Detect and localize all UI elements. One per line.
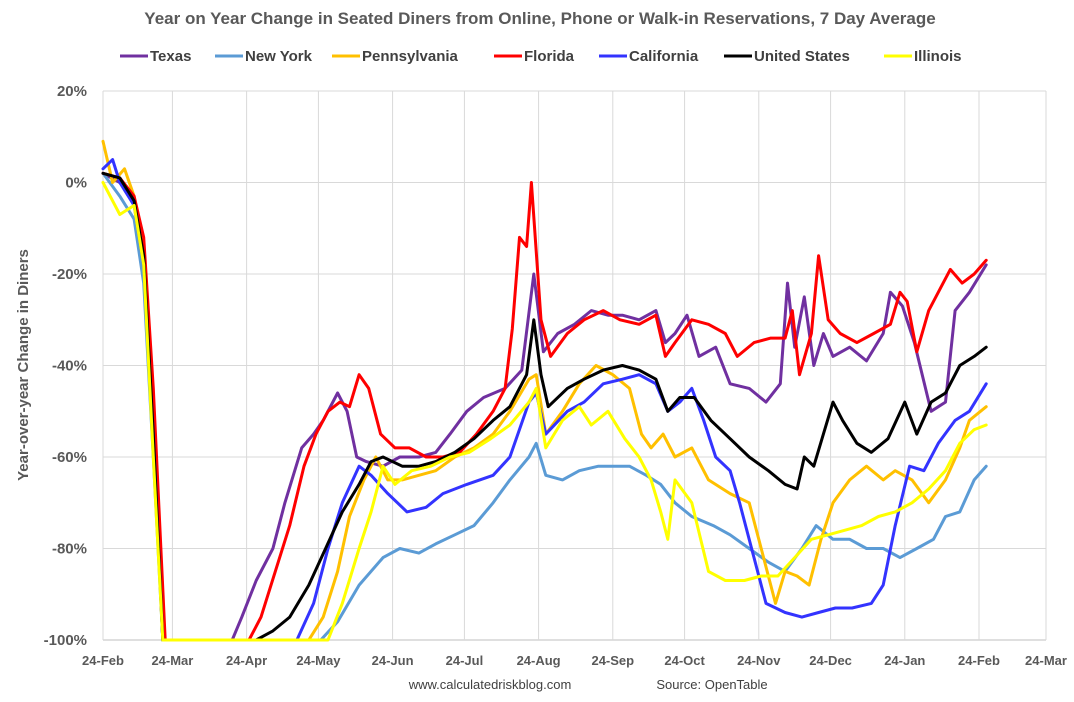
series-lines [101, 139, 988, 642]
series-line-illinois [101, 181, 988, 642]
series-line-texas [101, 171, 988, 642]
x-tick-label: 24-Jan [884, 653, 925, 668]
y-tick-label: -40% [52, 358, 87, 375]
y-tick-label: 20% [57, 83, 87, 100]
y-tick-label: 0% [65, 175, 87, 192]
series-line-florida [101, 171, 988, 642]
x-tick-label: 24-May [296, 653, 341, 668]
y-axis: 20% 0% -20% -40% -60% -80% -100% [44, 83, 87, 649]
x-tick-label: 24-Aug [517, 653, 561, 668]
y-tick-label: -80% [52, 541, 87, 558]
legend: Texas New York Pennsylvania Florida Californ… [120, 48, 962, 65]
footer-website: www.calculatedriskblog.com [408, 677, 572, 692]
y-tick-label: -20% [52, 266, 87, 283]
series-line-california [101, 158, 988, 642]
x-tick-label: 24-Oct [664, 653, 705, 668]
legend-label-texas: Texas [150, 48, 191, 65]
x-tick-label: 24-Apr [226, 653, 267, 668]
series-line-united-states [101, 171, 988, 642]
x-tick-label: 24-Mar [151, 653, 193, 668]
y-tick-label: -60% [52, 449, 87, 466]
legend-label-new-york: New York [245, 48, 313, 65]
chart-title: Year on Year Change in Seated Diners fro… [144, 9, 935, 28]
x-tick-label: 24-Dec [809, 653, 852, 668]
series-line-new-york [101, 171, 988, 642]
x-tick-label: 24-Feb [82, 653, 124, 668]
legend-label-florida: Florida [524, 48, 575, 65]
grid [102, 90, 1047, 641]
footer-source: Source: OpenTable [656, 677, 767, 692]
legend-label-pennsylvania: Pennsylvania [362, 48, 459, 65]
x-tick-label: 24-Nov [737, 653, 781, 668]
x-tick-label: 24-Jun [372, 653, 414, 668]
legend-label-illinois: Illinois [914, 48, 962, 65]
y-tick-label: -100% [44, 632, 87, 649]
x-tick-label: 24-Mar [1025, 653, 1067, 668]
x-tick-label: 24-Sep [591, 653, 634, 668]
legend-label-california: California [629, 48, 699, 65]
x-tick-label: 24-Jul [446, 653, 484, 668]
x-tick-label: 24-Feb [958, 653, 1000, 668]
legend-label-united-states: United States [754, 48, 850, 65]
y-axis-title: Year-over-year Change in Diners [15, 249, 32, 481]
x-axis: 24-Feb 24-Mar 24-Apr 24-May 24-Jun 24-Jul 24-A… [82, 653, 1067, 668]
